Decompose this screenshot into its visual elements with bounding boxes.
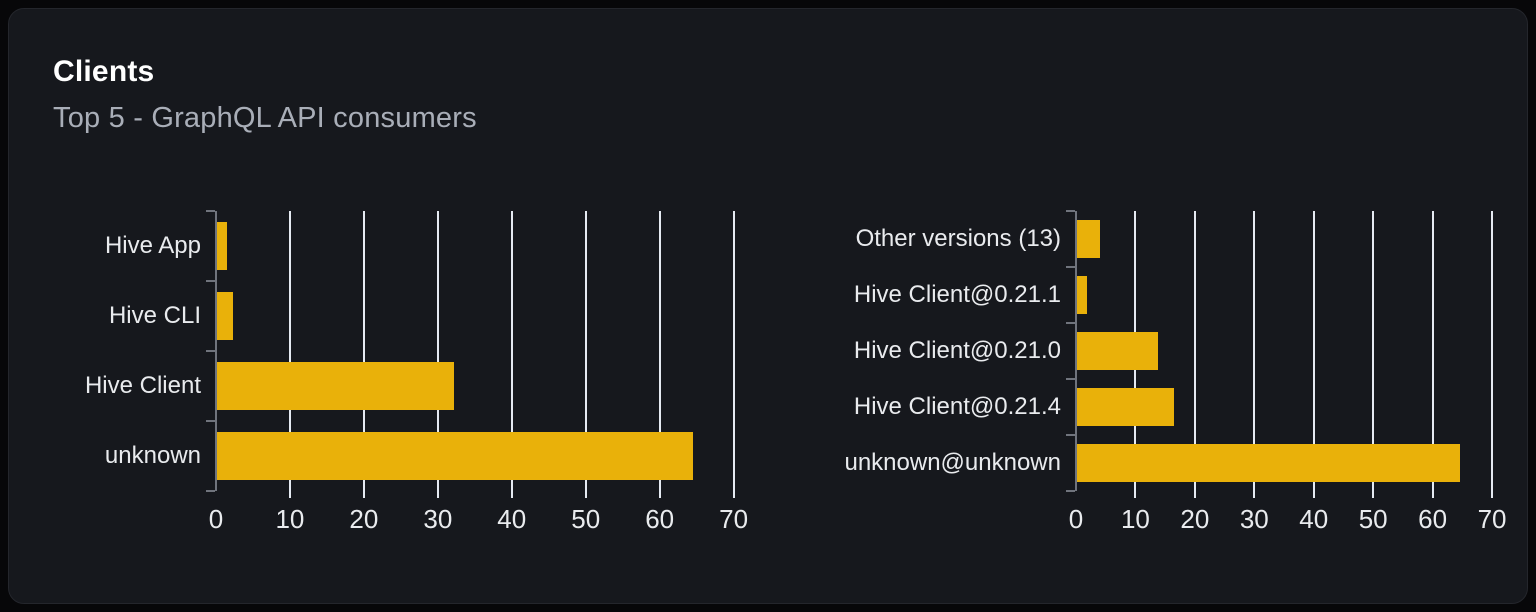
x-axis-tick bbox=[288, 491, 291, 498]
bar-hive-client-0-21-1[interactable] bbox=[1077, 276, 1087, 314]
card-title: Clients bbox=[53, 55, 155, 88]
gridline bbox=[1253, 211, 1256, 491]
y-axis-tick bbox=[1066, 322, 1075, 324]
x-tick-label: 70 bbox=[719, 504, 749, 534]
card-subtitle: Top 5 - GraphQL API consumers bbox=[53, 102, 477, 134]
gridline bbox=[658, 211, 661, 491]
category-label: Hive Client@0.21.1 bbox=[853, 281, 1061, 308]
y-axis-tick bbox=[1066, 210, 1075, 212]
bar-unknown-unknown[interactable] bbox=[1077, 444, 1460, 482]
x-axis-tick bbox=[1372, 491, 1375, 498]
gridline bbox=[1491, 211, 1494, 491]
bar-hive-client-0-21-0[interactable] bbox=[1077, 332, 1158, 370]
x-axis-tick bbox=[658, 491, 661, 498]
y-axis-tick bbox=[206, 350, 215, 352]
gridline bbox=[288, 211, 291, 491]
x-tick-label: 60 bbox=[1418, 504, 1448, 534]
bar-hive-app[interactable] bbox=[217, 222, 227, 270]
x-tick-label: 50 bbox=[1358, 504, 1388, 534]
category-label: Hive CLI bbox=[108, 302, 201, 329]
category-label: Hive App bbox=[104, 232, 201, 259]
gridline bbox=[1193, 211, 1196, 491]
x-tick-label: 20 bbox=[349, 504, 379, 534]
x-axis-tick bbox=[362, 491, 365, 498]
x-tick-label: 50 bbox=[571, 504, 601, 534]
y-axis-tick bbox=[1066, 378, 1075, 380]
x-tick-label: 60 bbox=[645, 504, 675, 534]
bar-other-versions-13-[interactable] bbox=[1077, 220, 1100, 258]
gridline bbox=[1312, 211, 1315, 491]
gridline bbox=[1431, 211, 1434, 491]
x-axis-tick bbox=[1193, 491, 1196, 498]
x-axis-tick bbox=[584, 491, 587, 498]
bar-hive-client-0-21-4[interactable] bbox=[1077, 388, 1174, 426]
x-axis-tick bbox=[1312, 491, 1315, 498]
x-tick-label: 40 bbox=[497, 504, 527, 534]
category-label: unknown@unknown bbox=[844, 449, 1061, 476]
y-axis-tick bbox=[1066, 490, 1075, 492]
x-tick-label: 20 bbox=[1180, 504, 1210, 534]
category-label: unknown bbox=[104, 442, 201, 469]
gridline bbox=[362, 211, 365, 491]
card-header: Clients Top 5 - GraphQL API consumers bbox=[53, 55, 477, 135]
x-axis-tick bbox=[436, 491, 439, 498]
x-axis-tick bbox=[1134, 491, 1137, 498]
x-tick-label: 70 bbox=[1477, 504, 1507, 534]
y-axis-line bbox=[215, 211, 217, 491]
gridline bbox=[1372, 211, 1375, 491]
x-axis-tick bbox=[732, 491, 735, 498]
bar-hive-cli[interactable] bbox=[217, 292, 233, 340]
x-tick-label: 10 bbox=[1120, 504, 1150, 534]
x-tick-label: 0 bbox=[208, 504, 224, 534]
x-axis-tick bbox=[1431, 491, 1434, 498]
category-label: Hive Client@0.21.4 bbox=[853, 393, 1061, 420]
x-tick-label: 10 bbox=[275, 504, 305, 534]
category-label: Hive Client@0.21.0 bbox=[853, 337, 1061, 364]
x-tick-label: 30 bbox=[1239, 504, 1269, 534]
x-tick-label: 30 bbox=[423, 504, 453, 534]
y-axis-tick bbox=[206, 280, 215, 282]
y-axis-tick bbox=[206, 420, 215, 422]
category-label: Hive Client bbox=[84, 372, 201, 399]
x-axis-tick bbox=[510, 491, 513, 498]
gridline bbox=[510, 211, 513, 491]
plot-area: 0 10 20 30 40 50 60 70 Hive App Hive CLI Hive Clie… bbox=[85, 210, 748, 534]
y-axis-tick bbox=[1066, 434, 1075, 436]
y-axis-line bbox=[1075, 211, 1077, 491]
x-tick-label: 40 bbox=[1299, 504, 1329, 534]
x-axis-tick bbox=[1253, 491, 1256, 498]
bar-unknown[interactable] bbox=[217, 432, 693, 480]
x-tick-label: 0 bbox=[1068, 504, 1084, 534]
clients-card: Clients Top 5 - GraphQL API consumers 0 1… bbox=[8, 8, 1528, 604]
gridline bbox=[584, 211, 587, 491]
gridline bbox=[732, 211, 735, 491]
plot-area: 0 10 20 30 40 50 60 70 Other versions (13) Hive C… bbox=[844, 210, 1507, 534]
category-label: Other versions (13) bbox=[855, 225, 1061, 252]
y-axis-tick bbox=[206, 210, 215, 212]
x-axis-tick bbox=[1491, 491, 1494, 498]
y-axis-tick bbox=[206, 490, 215, 492]
bar-hive-client[interactable] bbox=[217, 362, 454, 410]
y-axis-tick bbox=[1066, 266, 1075, 268]
gridline bbox=[436, 211, 439, 491]
